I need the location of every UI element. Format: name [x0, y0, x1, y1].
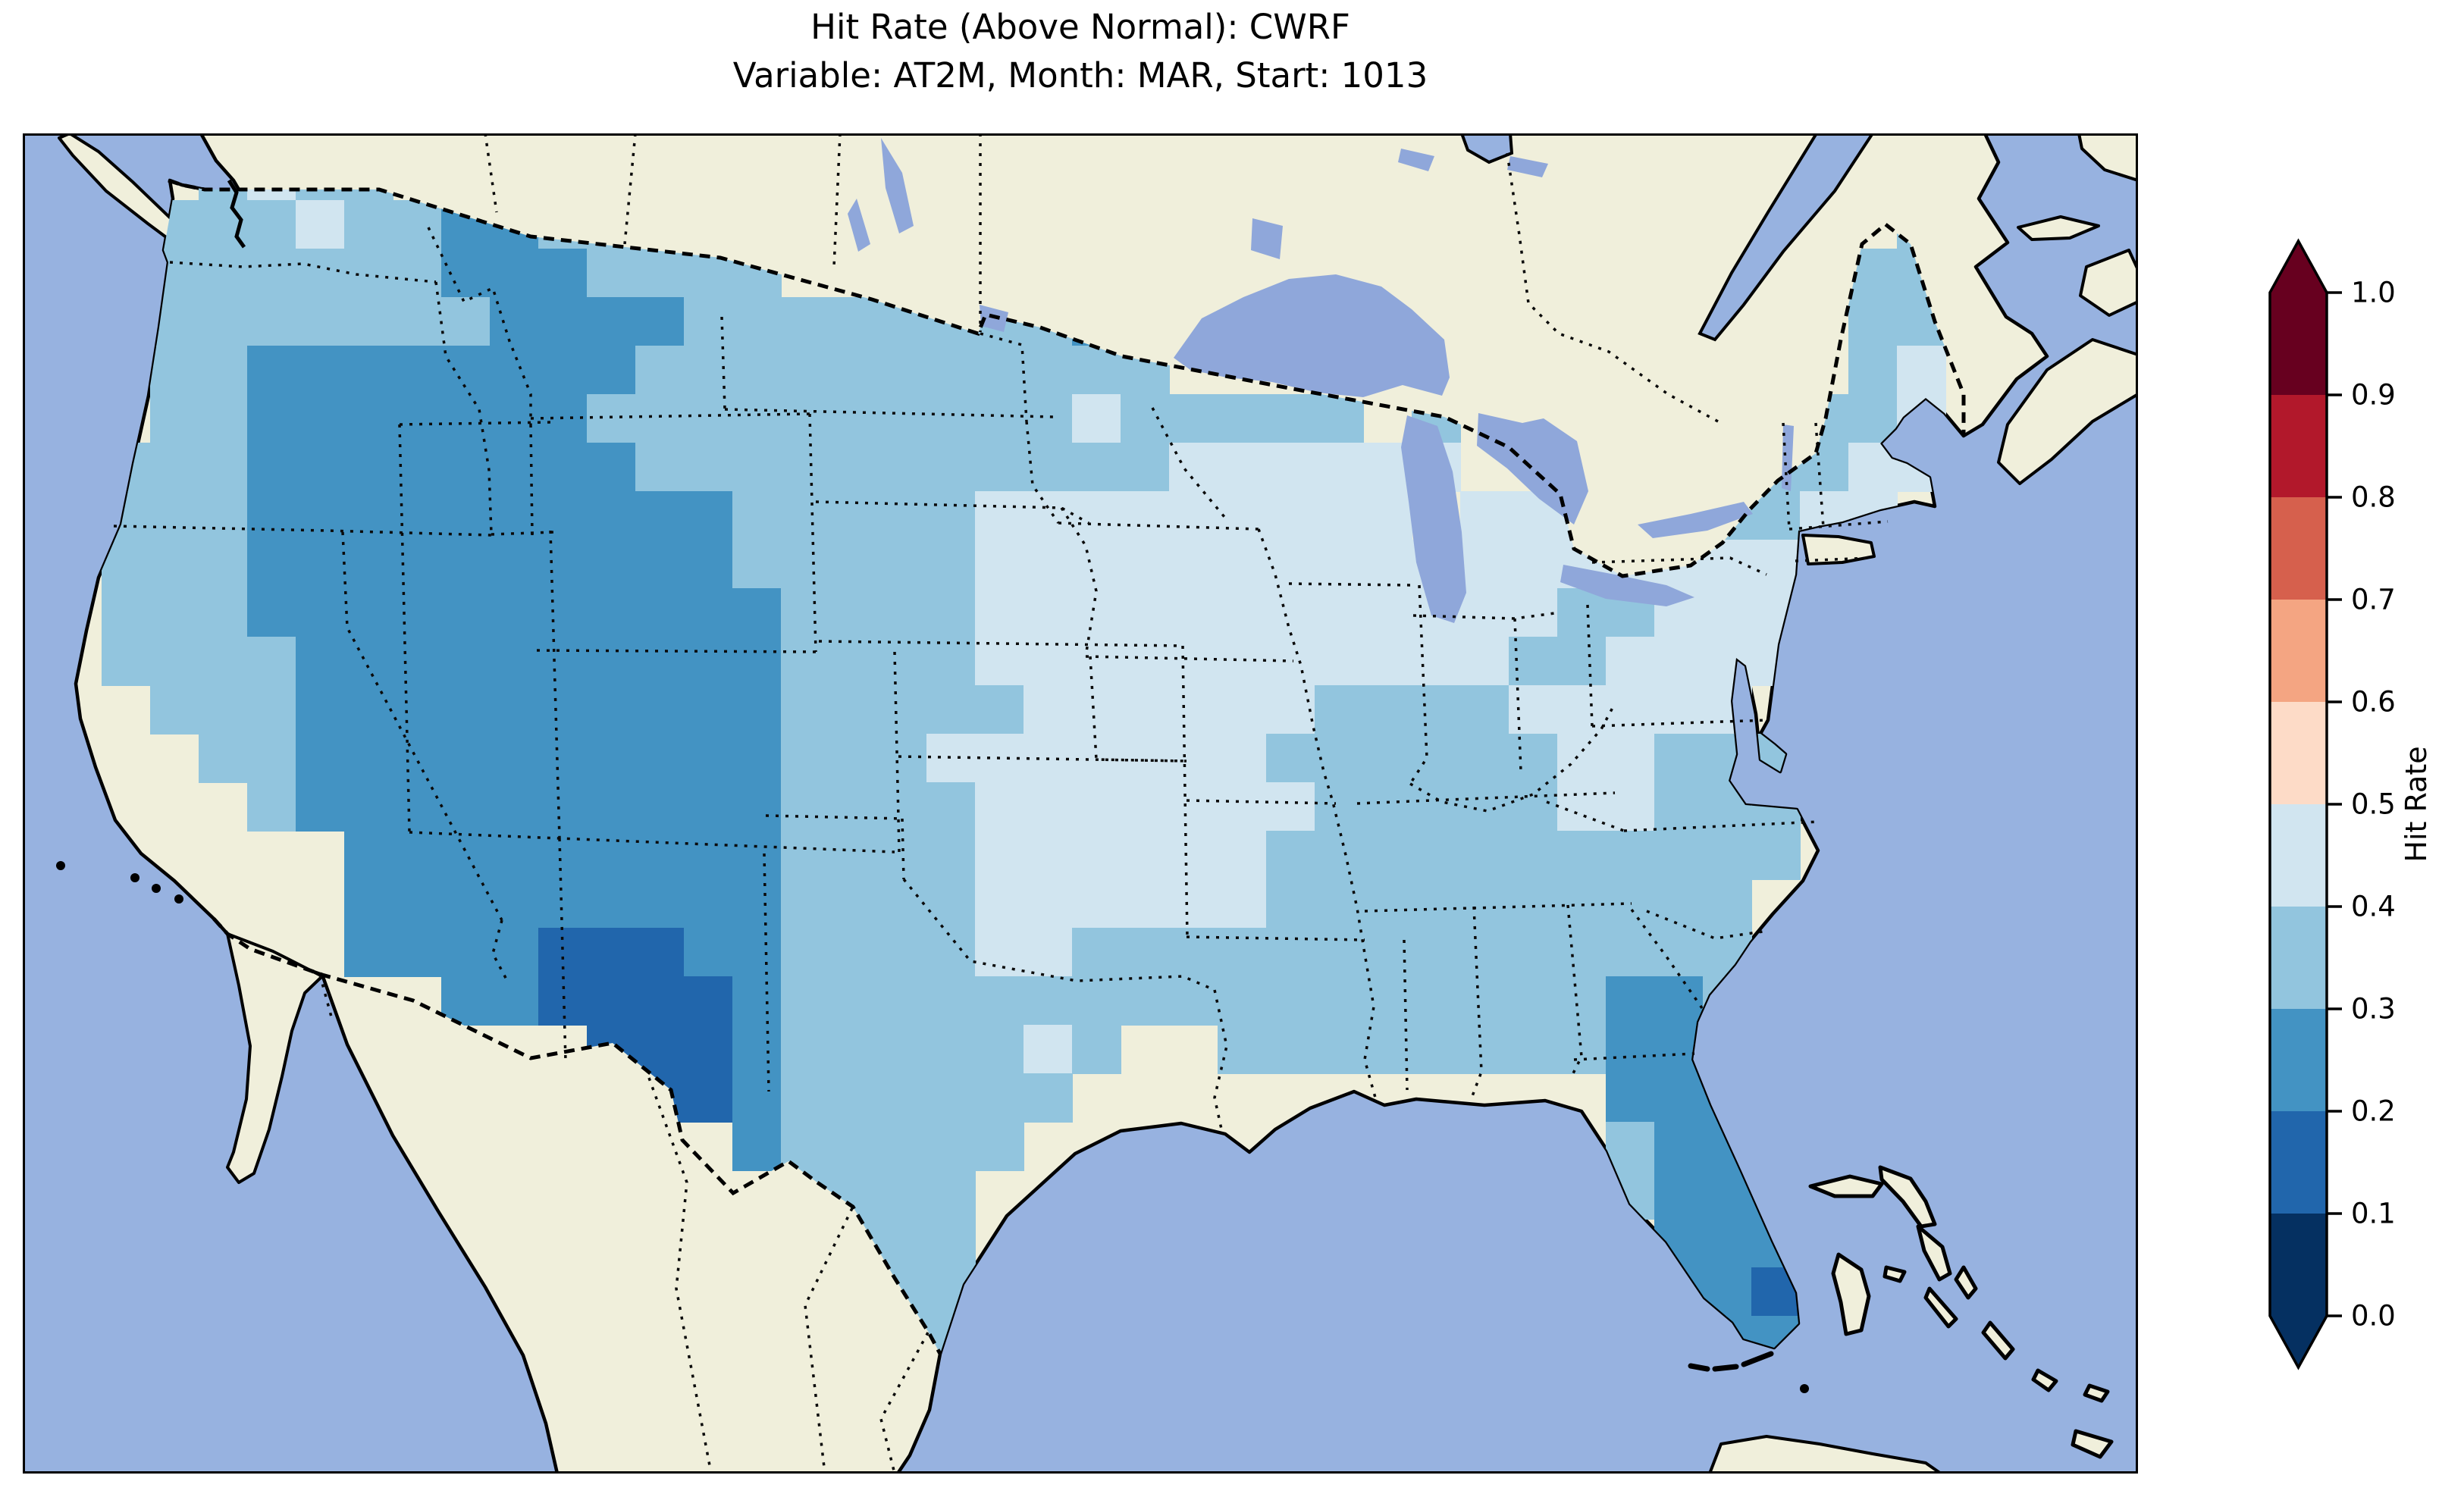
colorbar-bin: [2270, 1009, 2327, 1111]
bahamas-island: [1954, 1265, 1978, 1300]
bahamas-island: [1882, 1265, 1907, 1283]
colorbar-bin: [2270, 907, 2327, 1009]
colorbar-tick-label: 1.0: [2351, 277, 2396, 309]
baja-california: [226, 932, 324, 1184]
figure-title: Hit Rate (Above Normal): CWRF Variable: …: [23, 3, 2138, 100]
colorbar-axis-label: Hit Rate: [2400, 746, 2433, 862]
map-frame: [23, 133, 2138, 1474]
colorbar-tick-label: 0.0: [2351, 1300, 2396, 1333]
colorbar-bin: [2270, 1111, 2327, 1214]
colorbar-tick-label: 0.7: [2351, 584, 2396, 616]
nova-scotia: [1997, 338, 2138, 485]
state-borders: [113, 133, 1889, 1474]
james-bay-tip: [1459, 133, 1514, 164]
colorbar: 1.0 0.9 0.8 0.7 0.6 0.5 0.4 0.3 0.2 0.1 0.0 Hit Rat…: [2268, 238, 2433, 1370]
small-island: [1800, 1384, 1809, 1393]
colorbar-bin: [2270, 1214, 2327, 1316]
bahamas-island: [2071, 1429, 2114, 1459]
bahamas-island: [1831, 1252, 1871, 1336]
bahamas-island: [1981, 1320, 2015, 1361]
bahamas-island: [1808, 1174, 1884, 1198]
long-island: [1801, 534, 1876, 565]
bahamas-island: [2083, 1383, 2110, 1403]
small-island: [174, 894, 183, 904]
colorbar-tick-label: 0.5: [2351, 788, 2396, 821]
country-borders: [168, 178, 1966, 1355]
prince-edward-island: [2017, 215, 2100, 241]
colorbar-tick-label: 0.6: [2351, 686, 2396, 719]
colorbar-tick-label: 0.8: [2351, 481, 2396, 514]
small-island: [56, 861, 65, 870]
colorbar-tick-label: 0.9: [2351, 379, 2396, 412]
st-lawrence-river: [1698, 133, 1875, 342]
colorbar-tick-label: 0.1: [2351, 1198, 2396, 1230]
colorbar-bin: [2270, 293, 2327, 395]
florida-keys: [1688, 1351, 1774, 1372]
colorbar-arrow-under: [2270, 1316, 2327, 1367]
colorbar-bin: [2270, 497, 2327, 600]
cape-breton: [2079, 249, 2138, 317]
puget-sound: [227, 179, 246, 249]
small-island: [152, 884, 161, 893]
map-canvas: [23, 133, 2138, 1474]
colorbar-bin: [2270, 804, 2327, 907]
bahamas-island: [2031, 1368, 2058, 1392]
bahamas-island: [1916, 1224, 1952, 1282]
colorbar-tick-label: 0.3: [2351, 993, 2396, 1026]
title-line-1: Hit Rate (Above Normal): CWRF: [810, 7, 1350, 47]
title-line-2: Variable: AT2M, Month: MAR, Start: 1013: [732, 55, 1428, 96]
colorbar-tick-label: 0.2: [2351, 1095, 2396, 1128]
colorbar-bin: [2270, 702, 2327, 804]
colorbar-arrow-over: [2270, 241, 2327, 293]
small-island: [130, 873, 140, 882]
lakes-layer: [848, 138, 1794, 623]
colorbar-tick-label: 0.4: [2351, 891, 2396, 923]
bahamas-island: [1923, 1286, 1958, 1329]
newfoundland-corner: [2077, 133, 2138, 182]
colorbar-bin: [2270, 600, 2327, 702]
bahamas-island: [1878, 1165, 1937, 1229]
colorbar-bin: [2270, 395, 2327, 497]
